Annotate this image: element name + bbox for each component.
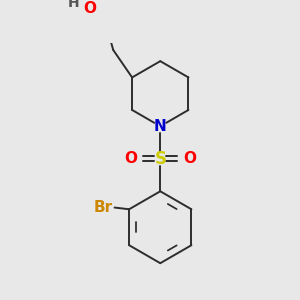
Text: O: O: [183, 151, 196, 166]
Text: O: O: [83, 1, 96, 16]
Text: H: H: [68, 0, 80, 10]
Text: O: O: [125, 151, 138, 166]
Text: N: N: [154, 119, 167, 134]
Text: Br: Br: [94, 200, 113, 215]
Text: S: S: [154, 150, 166, 168]
